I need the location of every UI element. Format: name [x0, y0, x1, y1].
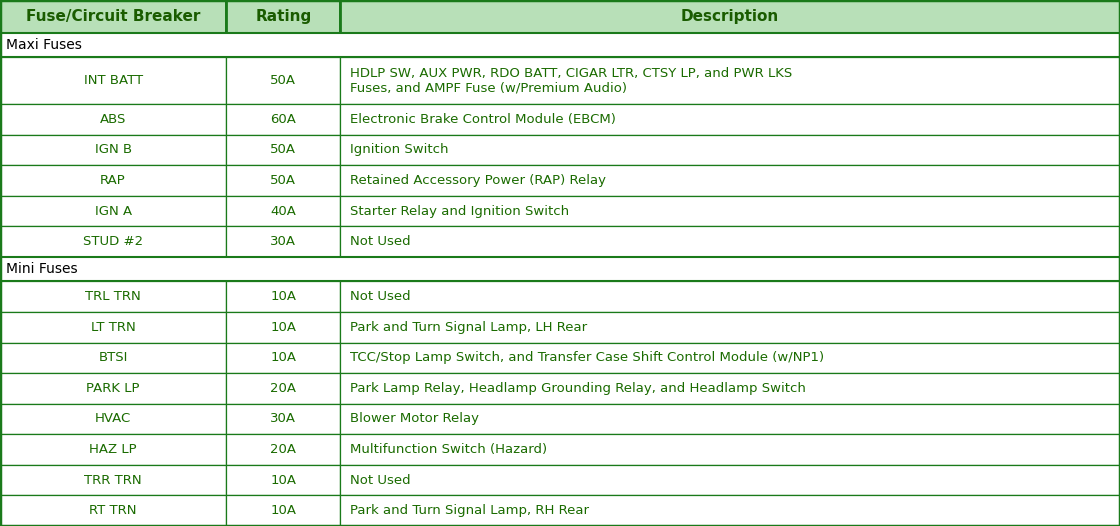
Bar [0, 0, 226, 33]
Text: 10A: 10A [270, 290, 297, 303]
Text: 50A: 50A [270, 174, 297, 187]
Bar [0, 226, 226, 257]
Bar [0, 465, 226, 495]
Text: Electronic Brake Control Module (EBCM): Electronic Brake Control Module (EBCM) [351, 113, 616, 126]
Bar [0, 495, 226, 526]
Bar [340, 342, 1120, 373]
Bar [0, 135, 226, 165]
Text: 10A: 10A [270, 473, 297, 487]
Bar [340, 196, 1120, 226]
Bar [226, 465, 340, 495]
Text: TRL TRN: TRL TRN [85, 290, 141, 303]
Text: 10A: 10A [270, 504, 297, 517]
Text: 30A: 30A [270, 235, 297, 248]
Text: Mini Fuses: Mini Fuses [6, 262, 77, 276]
Bar [340, 465, 1120, 495]
Text: PARK LP: PARK LP [86, 382, 140, 395]
Bar [340, 403, 1120, 434]
Bar [226, 281, 340, 312]
Bar [226, 373, 340, 403]
Bar [340, 57, 1120, 104]
Text: STUD #2: STUD #2 [83, 235, 143, 248]
Text: Not Used: Not Used [351, 290, 411, 303]
Text: Blower Motor Relay: Blower Motor Relay [351, 412, 479, 426]
Bar [340, 135, 1120, 165]
Text: LT TRN: LT TRN [91, 321, 136, 333]
Bar [0, 33, 1120, 57]
Bar [0, 403, 226, 434]
Bar [340, 434, 1120, 465]
Text: Park and Turn Signal Lamp, LH Rear: Park and Turn Signal Lamp, LH Rear [351, 321, 588, 333]
Text: Park Lamp Relay, Headlamp Grounding Relay, and Headlamp Switch: Park Lamp Relay, Headlamp Grounding Rela… [351, 382, 806, 395]
Bar [226, 226, 340, 257]
Text: Maxi Fuses: Maxi Fuses [6, 38, 82, 52]
Bar [0, 165, 226, 196]
Bar [226, 104, 340, 135]
Text: Ignition Switch: Ignition Switch [351, 144, 449, 156]
Text: IGN A: IGN A [94, 205, 132, 218]
Bar [226, 57, 340, 104]
Text: Not Used: Not Used [351, 473, 411, 487]
Bar [0, 312, 226, 342]
Text: 10A: 10A [270, 321, 297, 333]
Text: 60A: 60A [270, 113, 297, 126]
Text: Rating: Rating [255, 9, 311, 24]
Bar [226, 434, 340, 465]
Text: ABS: ABS [100, 113, 127, 126]
Bar [0, 104, 226, 135]
Bar [340, 226, 1120, 257]
Bar [340, 495, 1120, 526]
Text: HAZ LP: HAZ LP [90, 443, 137, 456]
Bar [340, 0, 1120, 33]
Bar [226, 495, 340, 526]
Text: 30A: 30A [270, 412, 297, 426]
Text: 10A: 10A [270, 351, 297, 365]
Bar [0, 257, 1120, 281]
Bar [226, 312, 340, 342]
Bar [0, 57, 226, 104]
Text: Multifunction Switch (Hazard): Multifunction Switch (Hazard) [351, 443, 548, 456]
Bar [0, 281, 226, 312]
Bar [340, 281, 1120, 312]
Bar [0, 196, 226, 226]
Text: Not Used: Not Used [351, 235, 411, 248]
Bar [0, 434, 226, 465]
Text: Starter Relay and Ignition Switch: Starter Relay and Ignition Switch [351, 205, 570, 218]
Bar [340, 165, 1120, 196]
Bar [226, 0, 340, 33]
Bar [340, 373, 1120, 403]
Bar [340, 312, 1120, 342]
Text: Retained Accessory Power (RAP) Relay: Retained Accessory Power (RAP) Relay [351, 174, 607, 187]
Bar [226, 165, 340, 196]
Text: INT BATT: INT BATT [84, 74, 142, 87]
Text: HVAC: HVAC [95, 412, 131, 426]
Bar [226, 196, 340, 226]
Bar [226, 135, 340, 165]
Bar [226, 403, 340, 434]
Bar [0, 373, 226, 403]
Text: 20A: 20A [270, 382, 297, 395]
Text: Park and Turn Signal Lamp, RH Rear: Park and Turn Signal Lamp, RH Rear [351, 504, 589, 517]
Text: 50A: 50A [270, 144, 297, 156]
Text: RT TRN: RT TRN [90, 504, 137, 517]
Text: Description: Description [681, 9, 780, 24]
Text: RAP: RAP [101, 174, 125, 187]
Text: HDLP SW, AUX PWR, RDO BATT, CIGAR LTR, CTSY LP, and PWR LKS
Fuses, and AMPF Fuse: HDLP SW, AUX PWR, RDO BATT, CIGAR LTR, C… [351, 66, 793, 95]
Text: BTSI: BTSI [99, 351, 128, 365]
Bar [226, 342, 340, 373]
Bar [0, 342, 226, 373]
Text: 40A: 40A [270, 205, 297, 218]
Text: Fuse/Circuit Breaker: Fuse/Circuit Breaker [26, 9, 200, 24]
Text: 20A: 20A [270, 443, 297, 456]
Text: 50A: 50A [270, 74, 297, 87]
Bar [340, 104, 1120, 135]
Text: TRR TRN: TRR TRN [84, 473, 142, 487]
Text: TCC/Stop Lamp Switch, and Transfer Case Shift Control Module (w/NP1): TCC/Stop Lamp Switch, and Transfer Case … [351, 351, 824, 365]
Text: IGN B: IGN B [94, 144, 132, 156]
